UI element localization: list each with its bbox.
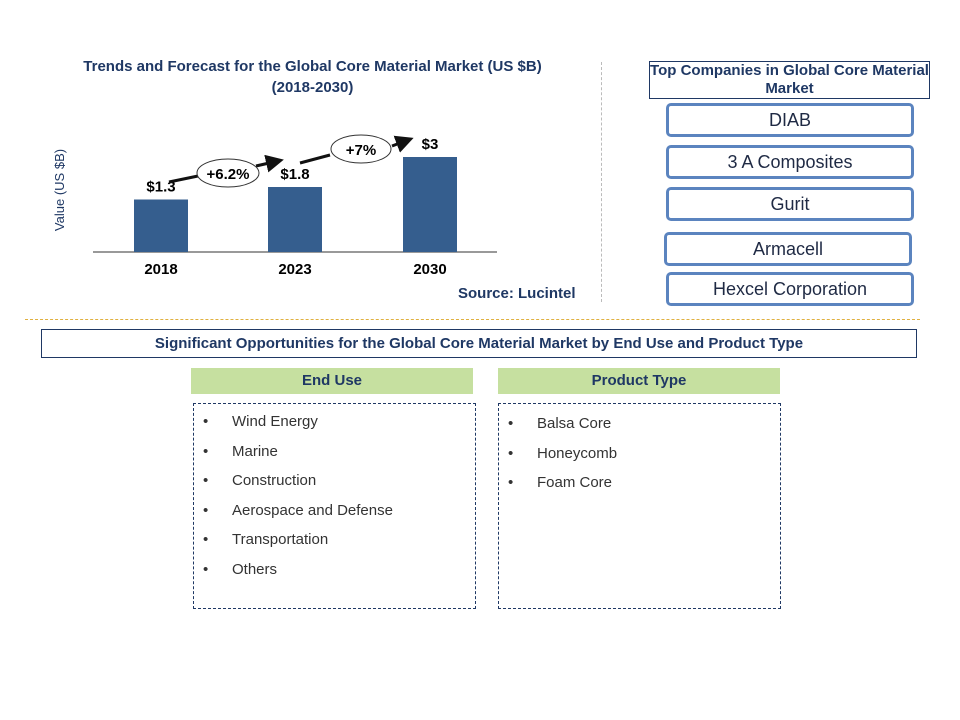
growth-label-1: +6.2%: [207, 166, 250, 183]
growth-arrow-2-head: [391, 135, 414, 153]
growth-ellipse-1: [196, 158, 260, 188]
end-use-item: Aerospace and Defense: [194, 502, 475, 532]
chart-title-line1: Trends and Forecast for the Global Core …: [83, 58, 542, 75]
horizontal-divider: [25, 319, 920, 320]
growth-ellipse-2: [330, 134, 392, 164]
x-tick-label: 2023: [278, 261, 311, 278]
product-type-item: Honeycomb: [499, 445, 780, 475]
growth-label-2: +7%: [346, 142, 376, 159]
bar-2030: [403, 157, 457, 252]
end-use-item: Marine: [194, 443, 475, 473]
company-armacell: Armacell: [664, 232, 912, 266]
product-type-item: Foam Core: [499, 474, 780, 504]
product-type-header: Product Type: [498, 368, 780, 394]
bar-2018: [134, 199, 188, 252]
end-use-item: Construction: [194, 472, 475, 502]
company-3a-composites: 3 A Composites: [666, 145, 914, 179]
company-diab: DIAB: [666, 103, 914, 137]
data-label: $1.3: [146, 179, 175, 196]
end-use-item: Transportation: [194, 531, 475, 561]
end-use-list: Wind EnergyMarineConstructionAerospace a…: [193, 403, 476, 609]
product-type-list: Balsa CoreHoneycombFoam Core: [498, 403, 781, 609]
y-axis-label: Value (US $B): [52, 149, 67, 231]
growth-arrow-1: [168, 174, 199, 184]
x-tick-label: 2018: [144, 261, 177, 278]
product-type-item: Balsa Core: [499, 415, 780, 445]
bar-chart: Value (US $B) $1.3 2018 $1.8 2023 $3 2030 +6.…: [52, 134, 497, 278]
growth-arrow-1-head: [255, 154, 284, 173]
chart-title: Trends and Forecast for the Global Core …: [30, 56, 595, 98]
data-label: $1.8: [280, 166, 309, 183]
data-label: $3: [422, 136, 439, 153]
company-hexcel: Hexcel Corporation: [666, 272, 914, 306]
end-use-item: Wind Energy: [194, 413, 475, 443]
end-use-header: End Use: [191, 368, 473, 394]
company-gurit: Gurit: [666, 187, 914, 221]
bar-2023: [268, 187, 322, 252]
source-note: Source: Lucintel: [458, 285, 576, 302]
vertical-divider: [601, 62, 602, 302]
chart-title-line2: (2018-2030): [271, 79, 354, 96]
end-use-item: Others: [194, 561, 475, 591]
growth-arrow-2: [299, 153, 331, 165]
x-tick-label: 2030: [413, 261, 446, 278]
opportunities-title: Significant Opportunities for the Global…: [41, 329, 917, 358]
top-companies-title: Top Companies in Global Core Material Ma…: [649, 61, 930, 99]
